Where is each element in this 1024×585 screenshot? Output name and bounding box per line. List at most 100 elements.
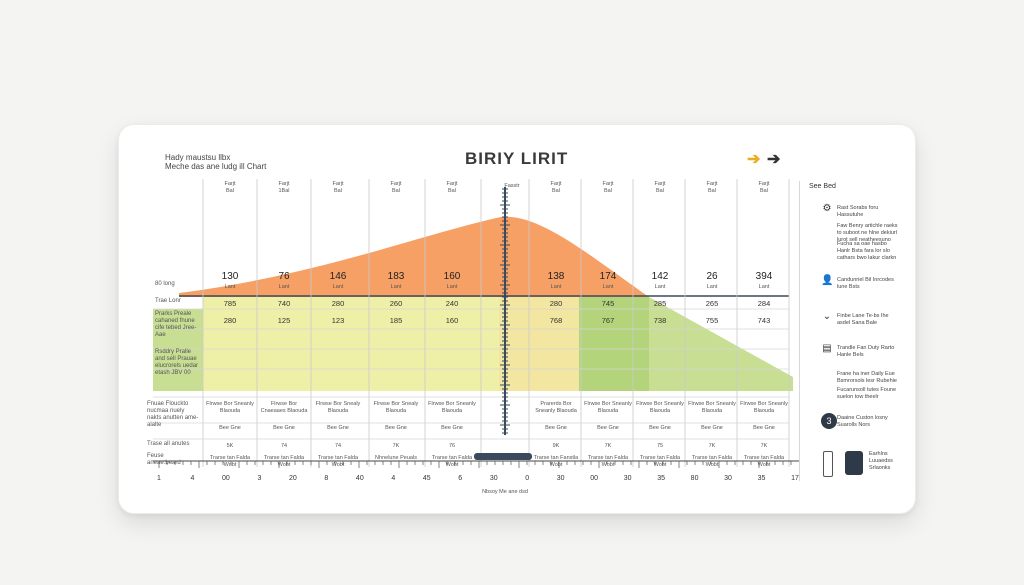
lower-cell-d: Trarse tan Falda Wobt [209, 455, 251, 468]
lower-label-2: Trase all anutes [147, 441, 190, 447]
table-cell: 260 [389, 299, 403, 308]
axis-tick-label: 35 [657, 475, 665, 482]
top-value: 160 [443, 271, 461, 282]
center-header: Fasstr [504, 183, 520, 189]
table-cell: 240 [445, 299, 459, 308]
arrow-right-icon[interactable]: ➔ [747, 151, 761, 168]
document-icon[interactable]: ▤ [822, 343, 832, 354]
lower-cell-d: Trarse tan Falda Wobt [431, 455, 473, 468]
top-value-unit: Lant [278, 284, 290, 290]
axis-tick-label: 40 [355, 475, 364, 482]
sidebar-item-text[interactable]: Earhlns Luuaedss Srlaonks [869, 451, 893, 471]
top-value-unit: Lant [390, 284, 402, 290]
axis-tick-label: 80 [690, 475, 699, 482]
lower-cell-d: Trarse tan Falda Wobt [263, 455, 305, 468]
column-header-line1: Farjt [446, 181, 458, 187]
lower-cell-b: Bee Gne [327, 425, 349, 431]
lower-cell-c: 7K [708, 443, 716, 449]
axis-caption: Nbsoy Me ane dsd [482, 489, 528, 495]
column-header-line1: Farjt [332, 181, 344, 187]
arrow-icon[interactable]: ➔ [767, 151, 781, 168]
axis-tick-label: 3 [257, 475, 262, 482]
lower-cell-c: 5K [226, 443, 234, 449]
sidebar-item-text[interactable]: Frane ha iner Daily Eue Bsmrorsols lesr … [837, 371, 897, 384]
top-value-unit: Lant [602, 284, 614, 290]
lower-cell-a: Flrwse Bor Sneanly Blaouda [428, 401, 476, 414]
lower-cell-d: Trarse tan Falda Wobt [317, 455, 359, 468]
slider-track [474, 453, 532, 460]
lower-cell-b: Bee Gne [385, 425, 407, 431]
lower-cell-d: Trarse tan Falda Wobt [691, 455, 733, 468]
axis-tick-label: 0 [525, 475, 530, 482]
table-cell: 280 [331, 299, 345, 308]
lower-cell-a: Flrwse Bor Cnaeaaes Blaouda [260, 401, 308, 414]
sidebar-item-text[interactable]: Finbe Lane Te-bs Ihe asdel Sana Bale [837, 313, 889, 326]
table-cell: 738 [653, 316, 667, 325]
top-value-unit: Lant [550, 284, 562, 290]
top-value: 146 [329, 271, 347, 282]
axis-tick-label: 30 [724, 475, 732, 482]
column-header-line1: Farjt [706, 181, 718, 187]
orange-area [179, 216, 649, 297]
row-label-1: 80 long [155, 281, 175, 287]
top-value-unit: Lant [758, 284, 770, 290]
table-cell: 284 [757, 299, 771, 308]
lower-cell-a: Flrwse Bor Sneanly Blaouda [206, 401, 254, 414]
top-value: 394 [755, 271, 773, 282]
lower-cell-a: Flrwse Bor Sneanly Blaouda [636, 401, 684, 414]
lower-cell-b: Bee Gne [441, 425, 463, 431]
table-cell: 767 [601, 316, 615, 325]
dark-green-region [579, 297, 649, 391]
center-region [499, 297, 579, 391]
chart-area [153, 179, 799, 468]
phone-icon[interactable] [823, 451, 833, 477]
chevron-down-icon[interactable]: ⌄ [822, 311, 832, 322]
sidebar-item-text[interactable]: Fucha sa oae hasbo Hanlr Bsta fara lor s… [837, 241, 897, 261]
user-icon[interactable]: 👤 [821, 275, 834, 286]
lower-cell-c: 74 [334, 443, 342, 449]
lower-cell-a: Flrwse Bor Sneanly Blaouda [740, 401, 788, 414]
number-badge-icon[interactable]: 3 [821, 413, 837, 429]
sidebar-item-text[interactable]: Daaine Custon losny Suarolls Nors [837, 415, 888, 428]
top-value: 183 [387, 271, 405, 282]
column-header-line2: Bal [760, 188, 768, 194]
table-cell: 755 [705, 316, 719, 325]
column-header-line1: Farjt [224, 181, 236, 187]
column-header-line2: Bal [552, 188, 560, 194]
sidebar-item-text[interactable]: Fucarunsoll tutes Foune suelon tow theel… [837, 387, 897, 400]
settings-icon[interactable]: ⚙ [822, 203, 832, 214]
table-cell: 265 [705, 299, 719, 308]
lower-cell-d: Trarse tan Falda Wobt [743, 455, 785, 468]
table-cell: 768 [549, 316, 563, 325]
axis-tick-label: 4 [391, 475, 396, 482]
axis-tick-label: 17 [791, 475, 799, 482]
lower-cell-c: 7K [760, 443, 768, 449]
lower-cell-a: Flrwse Bor Snealy Blaouda [373, 401, 419, 414]
top-value-unit: Lant [224, 284, 236, 290]
column-header-line2: Bal [334, 188, 342, 194]
column-header-line1: Farjt [758, 181, 770, 187]
axis-tick-label: 35 [757, 475, 766, 482]
lower-cell-d: Nhnelune Peuals [375, 455, 417, 461]
top-value-unit: Lant [654, 284, 666, 290]
column-header-line1: Farjt [654, 181, 666, 187]
sidebar-item-text[interactable]: Trandle Fan Duty Rarto Hanle Bels [837, 345, 895, 358]
lower-cell-b: Bee Gne [649, 425, 671, 431]
table-cell: 185 [389, 316, 403, 325]
lower-cell-c: 7K [392, 443, 400, 449]
lower-cell-a: Flrwse Bor Snealy Blaouda [315, 401, 361, 414]
column-header-line2: Bal [392, 188, 400, 194]
table-cell: 160 [445, 316, 459, 325]
table-cell: 740 [277, 299, 291, 308]
lower-cell-b: Bee Gne [753, 425, 775, 431]
column-header-line2: Bal [226, 188, 234, 194]
lower-label-1: Fnuae Flouckto nucmaa nuely nakts anutte… [147, 401, 199, 428]
sidebar-item-text[interactable]: Faw Benry artichle raeks to suboot ne hl… [837, 223, 898, 243]
axis-tick-label: 6 [458, 475, 463, 482]
column-header-line2: 1Bal [278, 188, 290, 194]
table-cell: 123 [331, 316, 345, 325]
sidebar-item-text[interactable]: Rast Sorabs foru Hassutuhe [837, 205, 879, 218]
lower-cell-d: Trarse tan Falda Wobt [639, 455, 681, 468]
column-header-line2: Bal [448, 188, 456, 194]
sidebar-item-text[interactable]: Candunriel Bil Inrcodes lune Bsts [837, 277, 894, 290]
